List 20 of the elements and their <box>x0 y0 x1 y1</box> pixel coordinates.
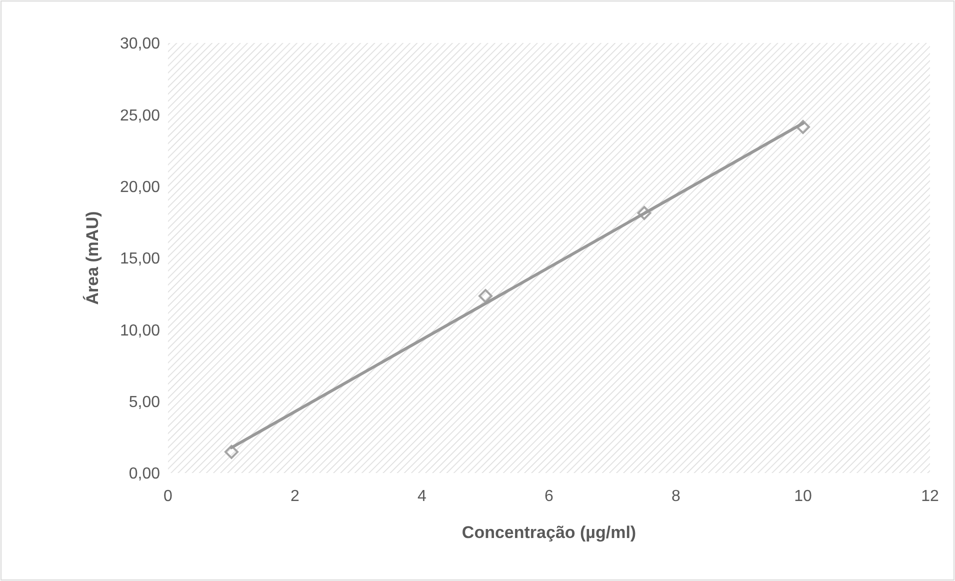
y-tick-label: 15,00 <box>120 250 160 268</box>
y-tick-label: 30,00 <box>120 36 160 53</box>
x-tick-label: 2 <box>290 488 300 505</box>
y-tick-label: 5,00 <box>128 394 160 411</box>
x-tick-label: 10 <box>794 488 812 505</box>
point <box>796 120 810 134</box>
y-tick-label: 25,00 <box>120 107 160 124</box>
point <box>478 288 492 303</box>
y-axis-title: Área (mAU) <box>82 211 102 305</box>
y-tick-label: 20,00 <box>120 178 160 196</box>
x-tick-label: 6 <box>544 488 554 505</box>
point <box>637 206 652 220</box>
x-tick-label: 12 <box>921 488 939 505</box>
x-tick-label: 0 <box>164 488 173 505</box>
point <box>224 444 238 459</box>
y-tick-label: 0,00 <box>128 466 160 483</box>
y-tick-label: 10,00 <box>120 322 160 340</box>
x-axis-title: Concentração (µg/ml) <box>462 523 636 542</box>
x-tick-label: 4 <box>418 488 427 505</box>
x-tick-label: 8 <box>672 488 681 505</box>
